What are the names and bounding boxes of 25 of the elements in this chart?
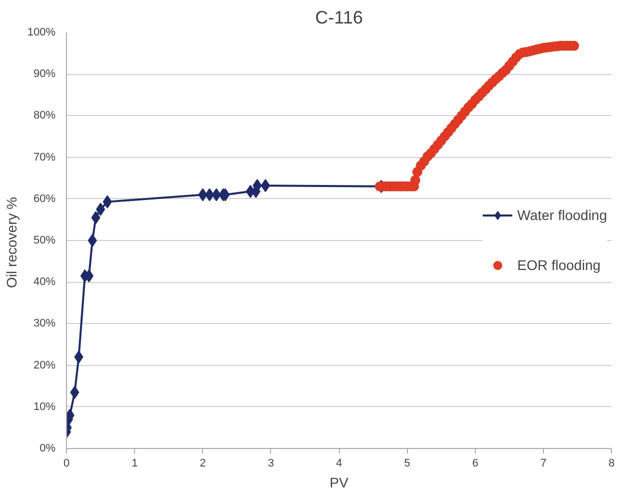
y-tick-label: 30% — [33, 318, 56, 330]
y-tick-label: 70% — [33, 151, 56, 164]
y-tick-label: 100% — [27, 26, 56, 38]
x-tick-label: 7 — [540, 458, 546, 470]
y-tick-label: 20% — [33, 359, 56, 372]
y-tick-label: 10% — [33, 400, 56, 413]
x-axis-title: PV — [330, 474, 349, 490]
y-tick-label: 0% — [40, 442, 56, 454]
y-tick-label: 90% — [33, 68, 56, 80]
y-tick-label: 80% — [33, 110, 56, 122]
y-tick-label: 40% — [33, 276, 56, 288]
legend-label: Water flooding — [517, 207, 607, 223]
y-axis-title: Oil recovery % — [3, 196, 20, 288]
x-tick-label: 1 — [132, 458, 138, 470]
x-tick-label: 4 — [336, 458, 342, 470]
chart-title: C-116 — [315, 8, 363, 28]
x-tick-label: 8 — [608, 458, 615, 470]
x-tick-label: 0 — [63, 458, 70, 470]
y-tick-label: 60% — [33, 192, 56, 205]
x-tick-label: 2 — [200, 458, 206, 470]
y-tick-label: 50% — [33, 234, 56, 246]
x-tick-label: 5 — [404, 458, 410, 470]
legend-label: EOR flooding — [517, 257, 601, 273]
x-tick-label: 3 — [268, 458, 274, 470]
x-tick-label: 6 — [472, 458, 478, 470]
